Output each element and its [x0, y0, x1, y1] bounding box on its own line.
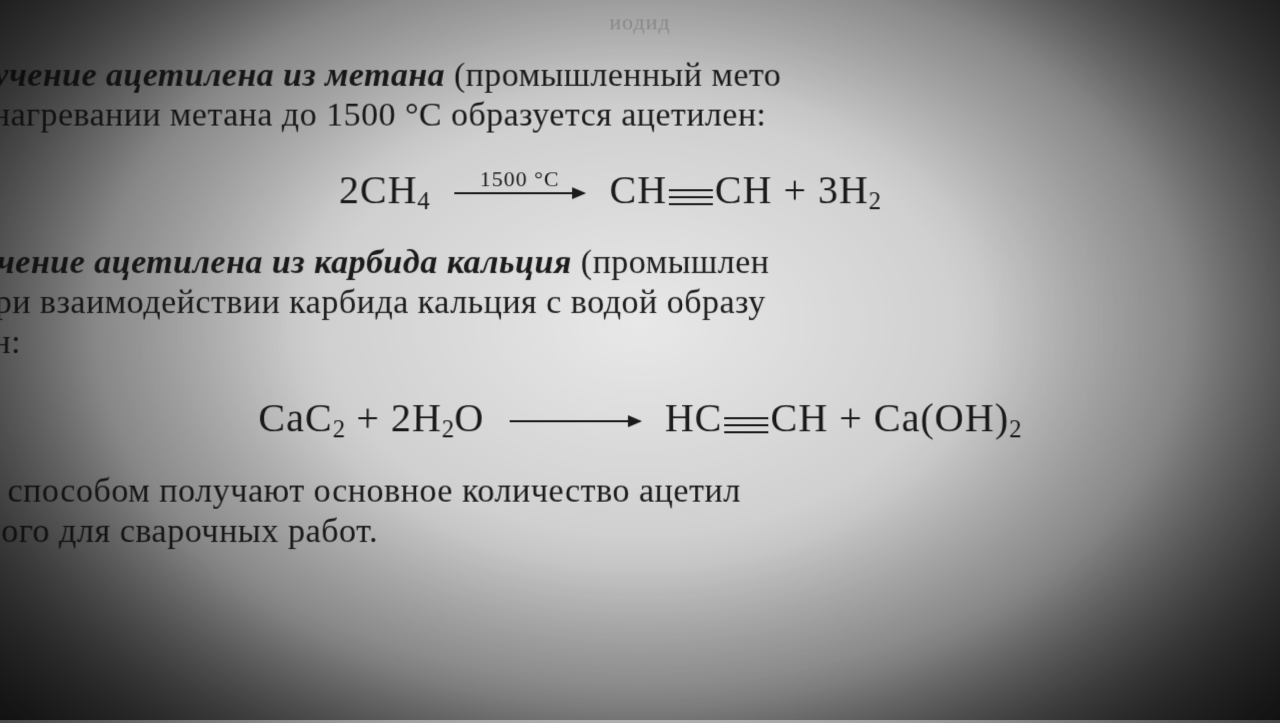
tail-line2: ьзуемого для сварочных работ. [0, 515, 1280, 549]
eq2-plus2: + [828, 395, 874, 440]
faint-top-word: иодид [609, 10, 670, 36]
equation-2: CaC2 + 2H2O HCCH + Ca(OH)2 [0, 394, 1280, 444]
section2-line1: Получение ацетилена из карбида кальция (… [0, 246, 1280, 280]
section2-line2: ). При взаимодействии карбида кальция с … [0, 286, 1280, 320]
eq2-caoh2-sub: 2 [1009, 417, 1022, 444]
eq1-plus: + [772, 167, 818, 212]
eq2-hc-right: CH [770, 395, 828, 440]
eq1-lhs: 2CH [339, 167, 418, 212]
equation-1: 2CH4 1500 °С CH CH + 3H2 [1, 166, 1279, 216]
section1-heading: Получение ацетилена из метана [0, 57, 445, 94]
eq2-h2o-coef: 2H [391, 395, 442, 440]
eq1-h2-sub: 2 [869, 188, 881, 215]
eq2-h2o-o: O [454, 395, 484, 440]
eq2-arrow [509, 421, 639, 423]
eq1-lhs-sub: 4 [417, 188, 429, 215]
eq2-caoh2: Ca(OH) [874, 395, 1009, 440]
section2-tail1: (промышлен [572, 244, 770, 281]
eq2-cac2: CaC [258, 395, 333, 440]
eq1-arrow-condition: 1500 °С [455, 167, 585, 193]
section2-heading: Получение ацетилена из карбида кальция [0, 244, 572, 281]
eq1-ch-right: CH [715, 167, 773, 212]
eq1-ch-left: CH [610, 167, 668, 212]
eq2-h2o-sub: 2 [442, 417, 455, 444]
eq1-h2: 3H [818, 167, 869, 212]
section1-line1: Получение ацетилена из метана (промышлен… [0, 59, 1278, 93]
textbook-page: иодид Получение ацетилена из метана (про… [0, 2, 1280, 723]
eq2-cac2-sub: 2 [333, 417, 346, 444]
eq1-arrow: 1500 °С [455, 192, 585, 194]
section2-line3: лен: [0, 326, 1280, 360]
eq2-hc-left: HC [665, 395, 723, 440]
eq2-plus1: + [345, 395, 391, 440]
section1-line2: нагревании метана до 1500 °С образуется … [0, 99, 1278, 133]
section1-tail1: (промышленный мето [445, 57, 781, 94]
tail-line1: им способом получают основное количество… [0, 475, 1280, 509]
